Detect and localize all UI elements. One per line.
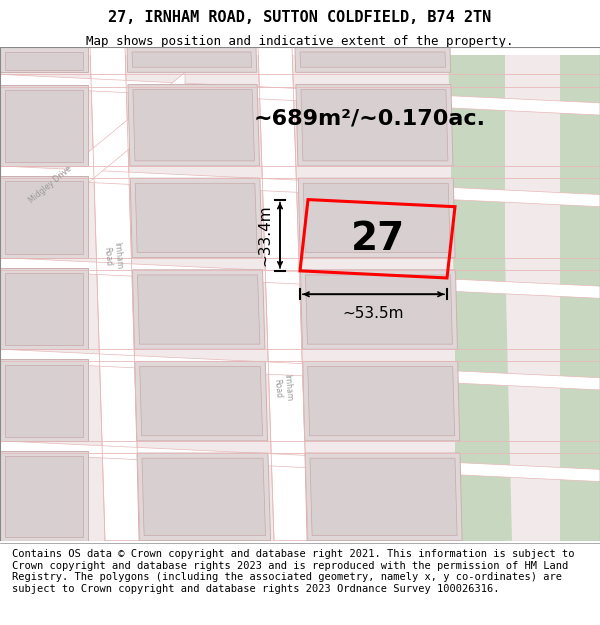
Polygon shape (5, 52, 83, 70)
Text: Irnham
Road: Irnham Road (272, 374, 294, 402)
Polygon shape (0, 47, 600, 55)
Polygon shape (310, 458, 457, 536)
Text: ~33.4m: ~33.4m (257, 204, 272, 266)
Polygon shape (0, 74, 600, 115)
Polygon shape (135, 183, 257, 253)
Polygon shape (0, 451, 88, 541)
Text: ~53.5m: ~53.5m (343, 306, 404, 321)
Text: Map shows position and indicative extent of the property.: Map shows position and indicative extent… (86, 35, 514, 48)
Polygon shape (0, 359, 88, 441)
Polygon shape (295, 47, 451, 72)
Polygon shape (5, 364, 83, 437)
Polygon shape (128, 84, 260, 166)
Polygon shape (303, 361, 460, 441)
Polygon shape (305, 453, 462, 541)
Polygon shape (0, 72, 185, 256)
Polygon shape (303, 183, 450, 253)
Polygon shape (132, 52, 252, 68)
Polygon shape (455, 47, 505, 541)
Polygon shape (5, 456, 83, 536)
Polygon shape (305, 275, 452, 344)
Polygon shape (127, 47, 257, 72)
Polygon shape (142, 458, 266, 536)
Text: Contains OS data © Crown copyright and database right 2021. This information is : Contains OS data © Crown copyright and d… (12, 549, 575, 594)
Polygon shape (301, 89, 448, 161)
Polygon shape (137, 275, 260, 344)
Polygon shape (137, 453, 271, 541)
Text: 27, IRNHAM ROAD, SUTTON COLDFIELD, B74 2TN: 27, IRNHAM ROAD, SUTTON COLDFIELD, B74 2… (109, 10, 491, 25)
Polygon shape (133, 89, 254, 161)
Polygon shape (560, 47, 600, 541)
Polygon shape (140, 366, 263, 436)
Polygon shape (0, 47, 88, 72)
Polygon shape (296, 84, 453, 166)
Polygon shape (0, 166, 600, 207)
Polygon shape (0, 268, 88, 349)
Polygon shape (130, 178, 262, 258)
Polygon shape (5, 273, 83, 345)
Polygon shape (0, 84, 88, 166)
Polygon shape (298, 178, 455, 258)
Polygon shape (448, 47, 512, 541)
Text: 27: 27 (350, 220, 404, 258)
Polygon shape (0, 258, 600, 298)
Polygon shape (133, 270, 265, 349)
Polygon shape (301, 270, 457, 349)
Polygon shape (308, 366, 455, 436)
Polygon shape (300, 52, 446, 68)
Polygon shape (135, 361, 268, 441)
Polygon shape (5, 89, 83, 162)
Polygon shape (0, 176, 88, 258)
Polygon shape (0, 441, 600, 482)
Polygon shape (0, 349, 600, 390)
Text: Midgley Drive: Midgley Drive (27, 164, 73, 205)
Polygon shape (258, 47, 308, 541)
Polygon shape (90, 47, 140, 541)
Polygon shape (0, 47, 600, 541)
Text: ~689m²/~0.170ac.: ~689m²/~0.170ac. (254, 108, 486, 128)
Polygon shape (5, 181, 83, 254)
Text: Irnham
Road: Irnham Road (102, 241, 124, 270)
